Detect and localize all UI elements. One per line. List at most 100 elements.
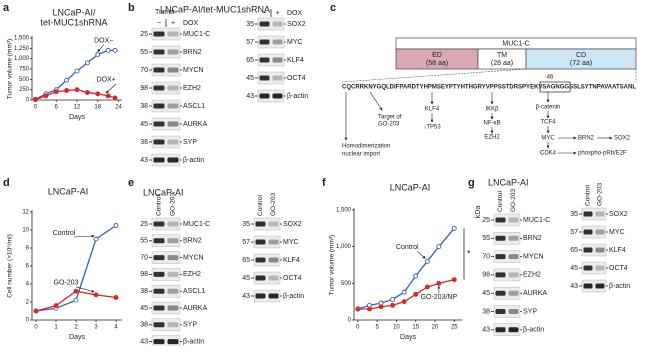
data-point <box>424 284 430 290</box>
protein-label: SYP <box>183 322 197 329</box>
protein-label: BRN2 <box>523 235 542 242</box>
data-point <box>64 77 70 83</box>
chart-title: LNCaP-AI <box>48 186 89 196</box>
x-tick-label: 10 <box>393 325 400 331</box>
blot-band <box>595 229 605 235</box>
data-point <box>93 236 99 242</box>
kda-marker: 45 <box>482 290 490 297</box>
data-point <box>74 87 80 93</box>
chart-subtitle: tet-MUC1shRNA <box>40 17 107 27</box>
x-tick-label: 0 <box>34 105 38 111</box>
blot-band <box>167 238 179 244</box>
y-axis-label: Cell number (×10⁵/ml) <box>7 234 14 298</box>
protein-label: OCT4 <box>609 265 628 272</box>
kda-marker: 35 <box>246 21 254 28</box>
kda-marker: 98 <box>140 271 148 278</box>
lane-caption: DOX <box>287 10 303 17</box>
x-tick-label: 5 <box>375 325 379 331</box>
blot-band <box>153 255 165 261</box>
data-point <box>113 295 119 300</box>
blot-band <box>508 309 519 314</box>
domain-size: (28 aa) <box>491 60 513 67</box>
protein-label: SOX2 <box>609 211 628 218</box>
data-point <box>390 302 396 308</box>
x-tick-label: 6 <box>55 105 59 111</box>
arrow <box>369 91 383 111</box>
blot-band <box>495 272 506 278</box>
blot-band <box>259 39 270 45</box>
blot-band <box>153 288 165 294</box>
data-point <box>33 308 39 314</box>
blot-band <box>508 217 519 223</box>
x-tick-label: 2 <box>74 325 78 331</box>
blot-band <box>167 31 179 37</box>
blot-band <box>272 93 283 99</box>
blot-band <box>259 93 270 99</box>
protein-label: ASCL1 <box>183 103 205 110</box>
x-tick-label: 20 <box>432 325 439 331</box>
blot-band <box>153 31 165 37</box>
blot-band <box>153 139 165 145</box>
data-point <box>366 306 372 312</box>
sequence: CQCRRKNYGQLDIFPARDTYHPMSEYPTYHTHGRYVPPSS… <box>342 84 636 91</box>
note: MYC <box>541 136 555 142</box>
y-tick-label: 12 <box>22 210 29 216</box>
y-tick-label: 2 <box>26 300 30 306</box>
y-tick-label: 750 <box>19 67 30 73</box>
protein-label: β-actin <box>287 93 308 100</box>
data-point <box>105 47 111 53</box>
sample-source: Tumor <box>155 9 176 16</box>
protein-label: MYC <box>283 239 299 246</box>
note: KLF4 <box>425 107 440 113</box>
panel-label: d <box>3 177 10 189</box>
data-point <box>113 223 119 228</box>
blot-band <box>259 75 270 81</box>
blot-band <box>167 103 179 109</box>
protein-label: BRN2 <box>183 49 202 56</box>
blot-band <box>495 254 506 260</box>
blot-band <box>595 283 605 289</box>
kda-marker: 38 <box>140 322 148 329</box>
blot-band <box>153 67 165 73</box>
lane-caption: DOX <box>183 20 199 27</box>
blot-band <box>153 103 165 109</box>
data-point <box>378 304 384 310</box>
note: BRN2 <box>578 136 595 142</box>
kda-marker: 45 <box>140 305 148 312</box>
panel-label: g <box>468 177 475 189</box>
y-tick-label: 1,500 <box>14 36 30 42</box>
series-label: DOX− <box>94 37 113 44</box>
kda-marker: 38 <box>482 308 490 315</box>
protein-label: MUC1-C <box>183 221 210 228</box>
x-tick-label: 12 <box>74 105 81 111</box>
protein-label: AURKA <box>183 121 207 128</box>
note: SOX2 <box>614 136 631 142</box>
note: IKKβ <box>485 107 499 113</box>
zoom-line <box>341 68 527 83</box>
protein-label: BRN2 <box>183 238 202 245</box>
blot-band <box>272 39 283 45</box>
x-tick-label: 15 <box>412 325 419 331</box>
y-tick-label: 0 <box>348 318 352 324</box>
protein-label: KLF4 <box>287 57 304 64</box>
kda-marker: 38 <box>140 139 148 146</box>
blot-band <box>268 293 279 299</box>
y-tick-label: 8 <box>26 246 30 252</box>
protein-label: AURKA <box>183 305 207 312</box>
data-point <box>424 258 430 264</box>
diagram: MUC1-C ED (58 aa) TM (28 aa) CD (72 aa) … <box>341 37 637 158</box>
data-point <box>401 299 407 305</box>
y-tick-label: 250 <box>19 87 30 93</box>
blot-band <box>495 327 506 333</box>
blot-band <box>272 21 283 27</box>
protein-label: KLF4 <box>609 247 626 254</box>
kda-marker: 43 <box>242 293 250 300</box>
kda-marker: 55 <box>482 235 490 242</box>
blot-band <box>167 85 179 91</box>
blot-band <box>153 339 165 345</box>
blot-band <box>255 293 266 299</box>
x-axis-label: Days <box>69 334 85 341</box>
protein-label: MUC1-C <box>523 217 550 224</box>
protein-label: ASCL1 <box>183 288 205 295</box>
blot-title: LNCaP-AI/tet-MUC1shRNA <box>160 4 270 14</box>
